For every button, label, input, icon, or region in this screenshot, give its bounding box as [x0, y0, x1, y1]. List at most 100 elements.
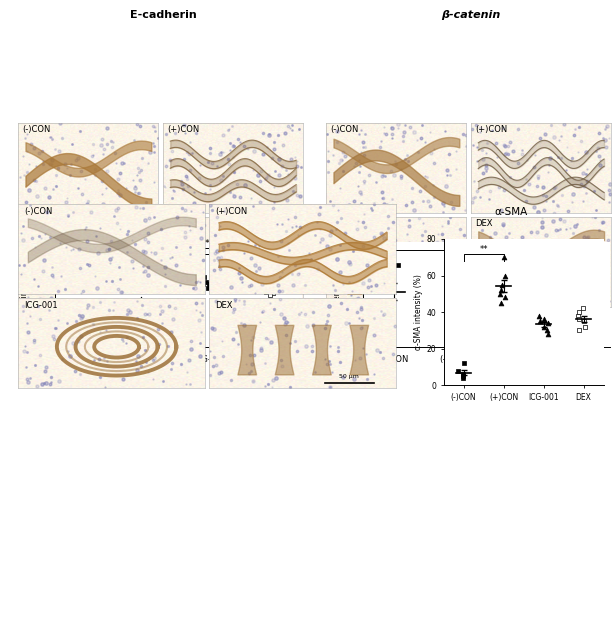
Point	[458, 373, 468, 383]
Point	[571, 315, 581, 326]
Text: DEX: DEX	[476, 219, 493, 228]
Point	[515, 252, 525, 262]
Point	[259, 284, 269, 294]
Point	[89, 269, 99, 280]
Point	[582, 309, 591, 319]
Y-axis label: α-SMA intensity (%): α-SMA intensity (%)	[415, 274, 423, 350]
Point	[142, 303, 152, 313]
Y-axis label: E-cadherin intensity (%): E-cadherin intensity (%)	[20, 248, 30, 341]
Point	[268, 285, 278, 296]
Text: *: *	[177, 245, 180, 254]
Text: ICG-001: ICG-001	[24, 301, 58, 310]
Text: **: **	[479, 245, 488, 254]
Point	[580, 310, 590, 320]
Point	[136, 303, 146, 313]
Y-axis label: Epithelial β-catenin intensity (%): Epithelial β-catenin intensity (%)	[333, 232, 342, 357]
Point	[539, 322, 549, 332]
Point	[454, 333, 464, 343]
Point	[201, 277, 211, 287]
Point	[84, 270, 94, 280]
Point	[197, 278, 206, 289]
Point	[387, 285, 397, 295]
Text: (+)CON: (+)CON	[476, 125, 508, 134]
Point	[136, 294, 146, 304]
Point	[198, 279, 208, 289]
Text: DEX: DEX	[215, 301, 232, 310]
Point	[144, 296, 154, 306]
Point	[206, 277, 216, 287]
Point	[206, 276, 216, 287]
Text: E-cadherin: E-cadherin	[130, 10, 197, 20]
Point	[386, 312, 396, 322]
Point	[543, 329, 553, 339]
Point	[579, 312, 589, 322]
Point	[446, 336, 456, 347]
Text: 50 μm: 50 μm	[339, 374, 359, 379]
Point	[511, 245, 521, 255]
Point	[508, 267, 517, 277]
Point	[269, 286, 279, 296]
Text: ***: ***	[542, 260, 554, 269]
Point	[534, 311, 544, 321]
Point	[82, 267, 92, 277]
Text: **: **	[452, 241, 460, 250]
Point	[136, 285, 145, 296]
Point	[265, 289, 275, 299]
Point	[80, 269, 90, 279]
Point	[577, 306, 587, 316]
Point	[199, 272, 209, 282]
Point	[574, 314, 584, 324]
Point	[150, 305, 160, 315]
Point	[82, 270, 92, 280]
Point	[579, 316, 589, 326]
Point	[578, 303, 588, 313]
Text: ICG-001: ICG-001	[23, 219, 56, 228]
Point	[79, 271, 89, 282]
Point	[542, 326, 552, 336]
Point	[205, 281, 215, 291]
Text: 50 μm: 50 μm	[566, 293, 586, 298]
Point	[393, 259, 403, 269]
Point	[580, 312, 590, 322]
Point	[83, 274, 93, 284]
Point	[500, 270, 510, 280]
Point	[573, 307, 583, 317]
Point	[148, 296, 158, 306]
Point	[80, 272, 90, 282]
Point	[383, 304, 392, 315]
Text: ICG-001: ICG-001	[331, 219, 364, 228]
Text: (+)CON: (+)CON	[168, 125, 200, 134]
Text: **: **	[205, 239, 214, 248]
Text: DEX: DEX	[168, 219, 185, 228]
Point	[144, 301, 153, 311]
Point	[500, 292, 510, 303]
Point	[499, 252, 509, 262]
Point	[260, 283, 270, 294]
Point	[543, 318, 553, 328]
Point	[269, 280, 278, 290]
Point	[495, 289, 505, 299]
Point	[148, 283, 158, 293]
Point	[574, 326, 584, 336]
Point	[147, 316, 157, 326]
Point	[209, 275, 219, 285]
Point	[269, 279, 279, 289]
Point	[458, 369, 468, 380]
Point	[207, 274, 217, 284]
Point	[204, 279, 214, 289]
Point	[209, 276, 219, 287]
Point	[384, 279, 394, 289]
Text: α-SMA: α-SMA	[495, 207, 528, 217]
Point	[449, 336, 459, 347]
Point	[452, 334, 461, 345]
Point	[212, 285, 222, 296]
Point	[580, 322, 590, 332]
Point	[86, 270, 96, 280]
Text: β-catenin: β-catenin	[442, 10, 501, 20]
Point	[459, 358, 469, 368]
Point	[457, 334, 467, 345]
Point	[261, 287, 271, 297]
Text: (-)CON: (-)CON	[23, 125, 51, 134]
Text: 50 μm: 50 μm	[258, 293, 278, 298]
Text: (-)CON: (-)CON	[24, 206, 52, 215]
